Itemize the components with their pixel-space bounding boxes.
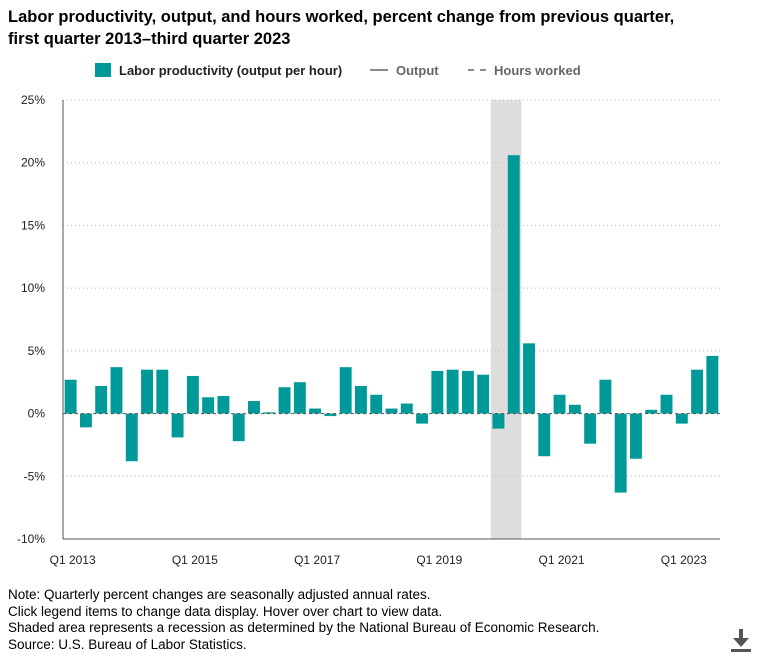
- bar[interactable]: [492, 413, 505, 429]
- bar[interactable]: [660, 394, 673, 414]
- axis-layer: 25% 20% 15% 10% 5% 0% -5% -10% Q1 2013 Q1 2015 Q1 …: [17, 93, 720, 567]
- y-tick-label: 20%: [21, 156, 45, 170]
- bar[interactable]: [278, 387, 291, 414]
- x-tick-label: Q1 2017: [294, 553, 340, 567]
- x-tick-label: Q1 2021: [539, 553, 585, 567]
- legend-item-output[interactable]: Output: [370, 60, 439, 80]
- bar[interactable]: [538, 413, 551, 457]
- bar[interactable]: [431, 370, 444, 414]
- legend: Labor productivity (output per hour) Out…: [0, 60, 760, 80]
- note-line: Shaded area represents a recession as de…: [8, 620, 600, 635]
- bar[interactable]: [110, 367, 123, 414]
- bar[interactable]: [507, 155, 520, 414]
- bar[interactable]: [645, 409, 658, 414]
- note-line: Click legend items to change data displa…: [8, 603, 443, 619]
- source-line: Source: U.S. Bureau of Labor Statistics.: [8, 636, 247, 652]
- bar[interactable]: [691, 369, 704, 414]
- bar[interactable]: [416, 413, 429, 424]
- legend-label-output: Output: [396, 62, 439, 78]
- bar[interactable]: [446, 369, 459, 414]
- bar[interactable]: [477, 374, 490, 414]
- bar[interactable]: [263, 412, 276, 414]
- bar[interactable]: [95, 385, 108, 414]
- legend-label-hours: Hours worked: [494, 62, 581, 78]
- bar[interactable]: [293, 382, 306, 414]
- bar[interactable]: [385, 408, 398, 414]
- legend-swatch-hours: [468, 69, 486, 71]
- chart-notes: Note: Quarterly percent changes are seas…: [8, 587, 599, 653]
- bar[interactable]: [599, 379, 612, 414]
- legend-item-productivity[interactable]: Labor productivity (output per hour): [95, 60, 342, 80]
- bar[interactable]: [553, 394, 566, 414]
- note-line: Note: Quarterly percent changes are seas…: [8, 587, 431, 602]
- bar[interactable]: [217, 396, 230, 414]
- bar-layer[interactable]: [64, 155, 719, 493]
- x-tick-label: Q1 2013: [50, 553, 96, 567]
- chart-title: Labor productivity, output, and hours wo…: [8, 8, 675, 48]
- bar[interactable]: [400, 403, 413, 414]
- bar[interactable]: [232, 413, 245, 442]
- legend-label-productivity: Labor productivity (output per hour): [119, 62, 343, 78]
- bar[interactable]: [64, 379, 77, 414]
- bar[interactable]: [461, 370, 474, 414]
- y-tick-label: 0%: [28, 407, 46, 421]
- x-tick-label: Q1 2015: [172, 553, 218, 567]
- bar[interactable]: [202, 397, 215, 414]
- bar-chart[interactable]: 25% 20% 15% 10% 5% 0% -5% -10% Q1 2013 Q1 2015 Q1 …: [0, 88, 760, 578]
- y-tick-label: 15%: [21, 218, 45, 232]
- y-tick-label: -10%: [17, 532, 45, 546]
- legend-item-hours[interactable]: Hours worked: [468, 60, 581, 80]
- bar[interactable]: [324, 413, 337, 417]
- bar[interactable]: [614, 413, 627, 493]
- y-tick-label: 25%: [21, 93, 45, 107]
- bar[interactable]: [79, 413, 92, 428]
- bar[interactable]: [630, 413, 642, 459]
- y-tick-label: 5%: [28, 344, 46, 358]
- y-tick-label: -5%: [24, 469, 46, 483]
- bar[interactable]: [171, 413, 184, 438]
- bar[interactable]: [523, 343, 535, 414]
- bar[interactable]: [309, 408, 322, 414]
- bar[interactable]: [354, 385, 367, 414]
- bar[interactable]: [568, 404, 581, 414]
- legend-swatch-output: [370, 69, 388, 71]
- x-tick-label: Q1 2023: [661, 553, 707, 567]
- y-tick-label: 10%: [21, 281, 45, 295]
- bar[interactable]: [156, 369, 169, 414]
- bar[interactable]: [370, 394, 383, 414]
- x-tick-label: Q1 2019: [416, 553, 462, 567]
- bar[interactable]: [675, 413, 688, 424]
- bar[interactable]: [125, 413, 138, 462]
- bar[interactable]: [706, 355, 719, 414]
- download-icon[interactable]: [728, 626, 754, 654]
- bar[interactable]: [339, 367, 352, 414]
- bar[interactable]: [141, 369, 153, 414]
- bar[interactable]: [186, 375, 199, 414]
- grid-layer: [63, 99, 720, 477]
- bar[interactable]: [584, 413, 597, 444]
- bar[interactable]: [248, 401, 260, 414]
- legend-swatch-productivity: [95, 63, 111, 77]
